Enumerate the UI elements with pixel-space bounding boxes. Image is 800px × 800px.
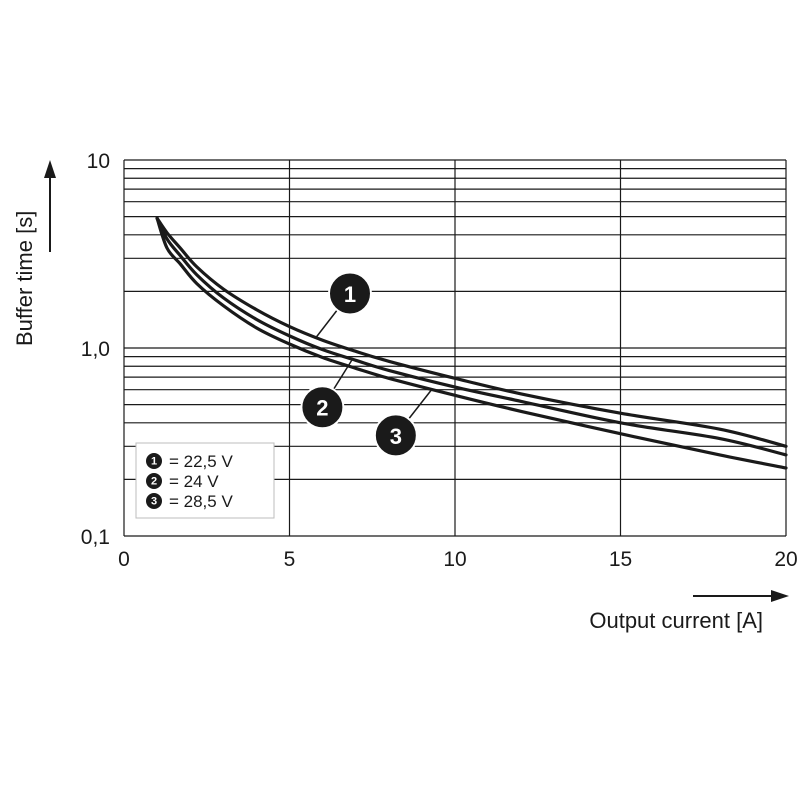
x-tick-label: 10 <box>443 548 466 571</box>
callout-badge-3 <box>373 413 418 458</box>
y-axis-label: Buffer time [s] <box>12 211 37 346</box>
y-tick-label: 1,0 <box>81 338 110 361</box>
y-tick-label: 10 <box>87 150 110 173</box>
legend-entry-label: = 24 V <box>169 472 219 491</box>
x-tick-label: 0 <box>118 548 130 571</box>
callout-label-3: 3 <box>390 424 402 449</box>
x-axis-arrow-icon <box>693 590 789 602</box>
callout-badge-1 <box>327 271 372 316</box>
legend-badge-label: 3 <box>151 496 157 508</box>
callout-label-1: 1 <box>344 282 356 307</box>
x-tick-label: 20 <box>774 548 797 571</box>
series-line-3 <box>155 216 788 470</box>
series-line-1 <box>155 216 788 448</box>
legend-badge-3 <box>146 493 162 509</box>
legend-entry-label: = 28,5 V <box>169 492 233 511</box>
legend-badge-label: 1 <box>151 456 157 468</box>
legend-badge-2 <box>146 473 162 489</box>
legend-badge-1 <box>146 453 162 469</box>
legend-badge-label: 2 <box>151 476 157 488</box>
series-group <box>155 216 788 470</box>
callout-badge-2 <box>300 385 345 430</box>
x-axis-label: Output current [A] <box>589 608 763 633</box>
x-tick-label: 15 <box>609 548 632 571</box>
tick-labels: 0 5 10 15 20 0,1 1,0 10 <box>81 150 798 571</box>
series-line-2 <box>155 216 788 457</box>
callout-group: 1 2 3 <box>300 271 433 458</box>
callout-label-2: 2 <box>316 396 328 421</box>
legend-entry-label: = 22,5 V <box>169 452 233 471</box>
legend: 1 = 22,5 V 2 = 24 V 3 = 28,5 V <box>135 442 275 519</box>
x-tick-label: 5 <box>284 548 296 571</box>
y-axis-arrow-icon <box>44 160 56 252</box>
grid <box>123 159 787 537</box>
y-tick-label: 0,1 <box>81 526 110 549</box>
